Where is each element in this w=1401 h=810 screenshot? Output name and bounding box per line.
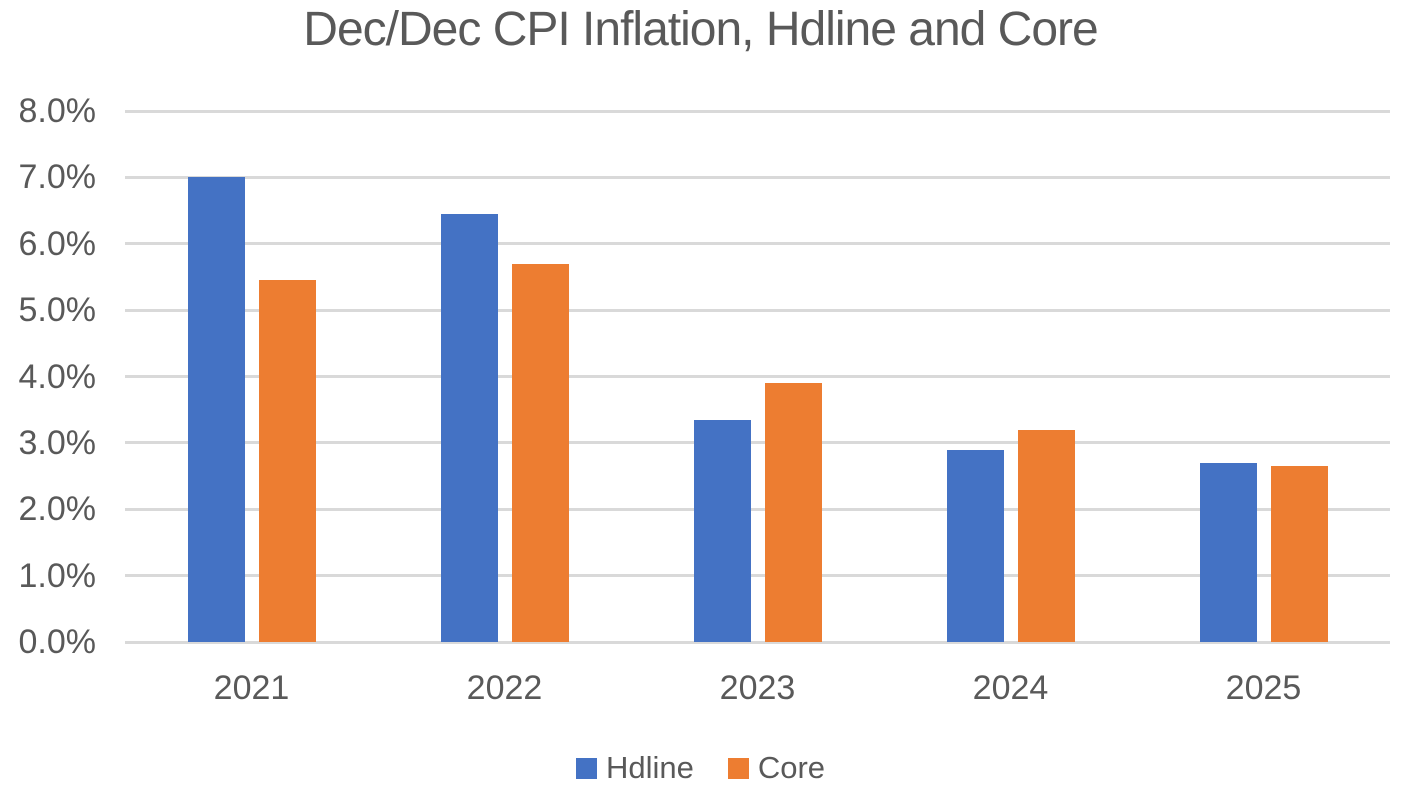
y-axis-labels: 0.0% 1.0% 2.0% 3.0% 4.0% 5.0% 6.0% 7.0% 8.0% (0, 92, 97, 661)
y-axis-tick-label: 5.0% (18, 291, 97, 330)
x-axis-tick-label-2025: 2025 (1225, 669, 1302, 707)
category-group-2023 (631, 111, 884, 642)
gridline-2pct (125, 507, 1390, 511)
chart-title: Dec/Dec CPI Inflation, Hdline and Core (303, 3, 1098, 56)
bar-core-2025 (1270, 466, 1328, 642)
category-group-2021 (125, 111, 378, 642)
y-axis-tick-label: 4.0% (18, 357, 97, 396)
y-axis-tick-label: 6.0% (18, 224, 97, 263)
gridline-0pct (125, 640, 1390, 644)
bar-hdline-2023 (693, 419, 751, 642)
bar-hdline-2025 (1199, 462, 1257, 642)
bar-hdline-2021 (187, 177, 245, 642)
bar-hdline-2024 (946, 449, 1004, 642)
y-axis-tick-label: 7.0% (18, 158, 97, 197)
category-group-2022 (378, 111, 631, 642)
x-axis-tick-label-2021: 2021 (213, 669, 290, 707)
legend-swatch-hdline (575, 757, 597, 779)
gridline-4pct (125, 375, 1390, 378)
y-axis-tick-label: 1.0% (18, 556, 97, 595)
y-axis-tick-label: 0.0% (18, 623, 97, 661)
bar-core-2024 (1017, 429, 1075, 642)
legend: Hdline Core (0, 750, 1401, 786)
gridline-8pct (125, 109, 1390, 113)
bar-core-2021 (258, 280, 316, 642)
bar-hdline-2022 (440, 213, 498, 642)
gridline-5pct (125, 308, 1390, 312)
legend-swatch-core (727, 757, 749, 779)
category-group-2024 (884, 111, 1137, 642)
category-group-2025 (1137, 111, 1390, 642)
x-axis-tick-label-2022: 2022 (466, 669, 543, 707)
y-axis-tick-label: 3.0% (18, 423, 97, 462)
gridline-1pct (125, 574, 1390, 578)
x-axis-labels: 2021 2022 2023 2024 2025 (125, 668, 1390, 712)
x-axis-tick-label-2024: 2024 (972, 669, 1049, 707)
bar-core-2022 (511, 263, 569, 642)
legend-label: Hdline (605, 750, 694, 785)
gridline-7pct (125, 175, 1390, 179)
legend-label: Core (757, 750, 826, 785)
bars-layer (125, 111, 1390, 642)
bar-core-2023 (764, 383, 822, 642)
legend-item-core: Core (727, 750, 826, 786)
gridline-3pct (125, 441, 1390, 445)
gridline-6pct (125, 242, 1390, 246)
plot-area (125, 109, 1390, 644)
x-axis-tick-label-2023: 2023 (719, 669, 796, 707)
y-axis-tick-label: 2.0% (18, 490, 97, 529)
legend-item-hdline: Hdline (575, 750, 694, 786)
y-axis-tick-label: 8.0% (18, 92, 97, 130)
